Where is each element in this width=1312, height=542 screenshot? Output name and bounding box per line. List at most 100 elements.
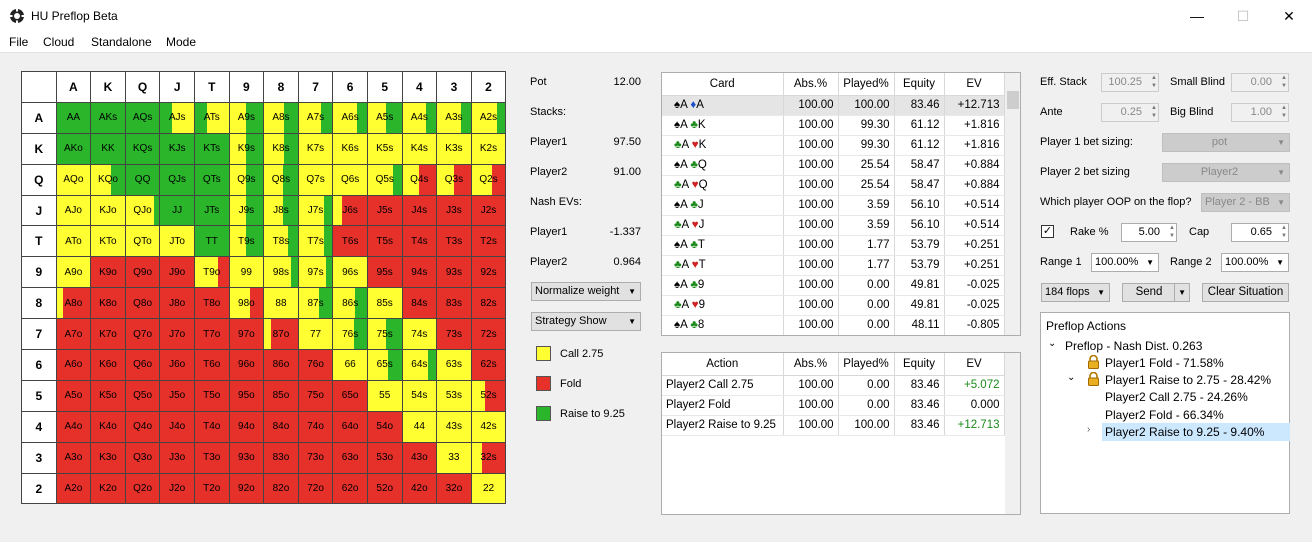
hand-cell[interactable]: T8s <box>263 225 299 258</box>
hand-cell[interactable]: 93o <box>228 441 265 474</box>
hand-cell[interactable]: K5o <box>90 379 126 412</box>
hand-cell[interactable]: 52o <box>366 472 403 505</box>
hand-cell[interactable]: 97s <box>297 256 334 289</box>
chevron-down-icon[interactable]: ⌄ <box>1067 372 1076 383</box>
hand-cell[interactable]: 44 <box>401 410 438 443</box>
hand-cell[interactable]: 54s <box>401 379 438 412</box>
hand-cell[interactable]: 94o <box>228 410 265 443</box>
hand-cell[interactable]: KQo <box>90 163 126 196</box>
hand-cell[interactable]: J3s <box>436 194 472 227</box>
hand-cell[interactable]: K8o <box>90 287 126 320</box>
rake-checkbox[interactable]: ✓ <box>1041 225 1054 238</box>
col-ev[interactable]: EV <box>944 353 1005 376</box>
hand-cell[interactable]: 63o <box>332 441 368 474</box>
card-table-scrollbar[interactable] <box>1005 73 1020 335</box>
hand-cell[interactable]: T7o <box>193 318 230 351</box>
hand-cell[interactable]: 62s <box>470 349 507 381</box>
hand-cell[interactable]: T5s <box>366 225 403 258</box>
hand-cell[interactable]: 72o <box>297 472 334 505</box>
send-button[interactable]: Send ▼ <box>1122 283 1190 302</box>
hand-cell[interactable]: K3o <box>90 441 126 474</box>
normalize-weight-dropdown[interactable]: Normalize weight ▼ <box>531 282 641 301</box>
card-row[interactable]: ♠A ♦A 100.00 100.00 83.46 +12.713 <box>662 95 1005 116</box>
strategy-show-dropdown[interactable]: Strategy Show ▼ <box>531 312 641 331</box>
hand-cell[interactable]: 65s <box>366 349 403 381</box>
hand-cell[interactable]: Q5s <box>366 163 403 196</box>
hand-cell[interactable]: J9s <box>228 194 265 227</box>
hand-cell[interactable]: 95o <box>228 379 265 412</box>
hand-cell[interactable]: K2s <box>470 132 507 165</box>
big-blind-input[interactable]: 1.00 ▲ ▼ <box>1231 103 1289 122</box>
hand-cell[interactable]: J2s <box>470 194 507 227</box>
hand-cell[interactable]: 98s <box>263 256 299 289</box>
hand-cell[interactable]: J6s <box>332 194 368 227</box>
hand-cell[interactable]: AQo <box>55 163 92 196</box>
hand-cell[interactable]: T7s <box>297 225 334 258</box>
hand-cell[interactable]: 72s <box>470 318 507 351</box>
tree-node-player2-raise[interactable]: Player2 Raise to 9.25 - 9.40% <box>1105 425 1265 439</box>
ante-input[interactable]: 0.25 ▲ ▼ <box>1101 103 1159 122</box>
hand-cell[interactable]: Q3s <box>436 163 472 196</box>
hand-cell[interactable]: 74s <box>401 318 438 351</box>
spin-arrows-icon[interactable]: ▲ ▼ <box>1281 75 1287 89</box>
card-row[interactable]: ♣A ♥K 100.00 99.30 61.12 +1.816 <box>662 135 1005 156</box>
hand-cell[interactable]: TT <box>193 225 230 258</box>
hand-cell[interactable]: QQ <box>124 163 161 196</box>
hand-cell[interactable]: QTo <box>124 225 161 258</box>
hand-cell[interactable]: JTo <box>159 225 195 258</box>
card-row[interactable]: ♣A ♥Q 100.00 25.54 58.47 +0.884 <box>662 175 1005 196</box>
hand-cell[interactable]: Q3o <box>124 441 161 474</box>
action-row[interactable]: Player2 Fold 100.00 0.00 83.46 0.000 <box>662 395 1005 416</box>
hand-cell[interactable]: AJo <box>55 194 92 227</box>
menu-mode[interactable]: Mode <box>166 35 197 49</box>
hand-cell[interactable]: T4s <box>401 225 438 258</box>
hand-cell[interactable]: 62o <box>332 472 368 505</box>
hand-cell[interactable]: T6s <box>332 225 368 258</box>
range2-dropdown[interactable]: 100.00% ▼ <box>1221 253 1289 272</box>
col-played[interactable]: Played% <box>838 73 895 96</box>
chevron-down-icon[interactable]: ⌄ <box>1048 338 1057 349</box>
hand-cell[interactable]: T9o <box>193 256 230 289</box>
spin-arrows-icon[interactable]: ▲ ▼ <box>1169 225 1175 239</box>
hand-cell[interactable]: 75s <box>366 318 403 351</box>
hand-cell[interactable]: 66 <box>332 349 368 381</box>
hand-cell[interactable]: J6o <box>159 349 195 381</box>
small-blind-input[interactable]: 0.00 ▲ ▼ <box>1231 73 1289 92</box>
hand-cell[interactable]: 95s <box>366 256 403 289</box>
col-abs[interactable]: Abs.% <box>783 73 839 96</box>
hand-cell[interactable]: T2o <box>193 472 230 505</box>
hand-cell[interactable]: 64s <box>401 349 438 381</box>
chevron-right-icon[interactable]: › <box>1087 424 1091 435</box>
hand-cell[interactable]: 92o <box>228 472 265 505</box>
minimize-button[interactable]: — <box>1190 8 1204 24</box>
hand-cell[interactable]: 96o <box>228 349 265 381</box>
hand-cell[interactable]: K3s <box>436 132 472 165</box>
player1-sizing-dropdown[interactable]: pot ▼ <box>1162 133 1290 152</box>
hand-cell[interactable]: A2o <box>55 472 92 505</box>
card-row[interactable]: ♠A ♣T 100.00 1.77 53.79 +0.251 <box>662 235 1005 256</box>
hand-cell[interactable]: K4s <box>401 132 438 165</box>
hand-cell[interactable]: 86o <box>263 349 299 381</box>
hand-cell[interactable]: J5s <box>366 194 403 227</box>
tree-node-player2-call[interactable]: Player2 Call 2.75 - 24.26% <box>1105 390 1248 404</box>
hand-cell[interactable]: Q7s <box>297 163 334 196</box>
player2-sizing-dropdown[interactable]: Player2 ▼ <box>1162 163 1290 182</box>
card-row[interactable]: ♣A ♥J 100.00 3.59 56.10 +0.514 <box>662 215 1005 236</box>
hand-cell[interactable]: QTs <box>193 163 230 196</box>
hand-cell[interactable]: 63s <box>436 349 472 381</box>
hand-cell[interactable]: QJo <box>124 194 161 227</box>
hand-cell[interactable]: Q4s <box>401 163 438 196</box>
col-abs[interactable]: Abs.% <box>783 353 839 376</box>
hand-cell[interactable]: QJs <box>159 163 195 196</box>
hand-cell[interactable]: 88 <box>263 287 299 320</box>
hand-cell[interactable]: ATs <box>193 101 230 134</box>
card-row[interactable]: ♠A ♣9 100.00 0.00 49.81 -0.025 <box>662 275 1005 296</box>
hand-cell[interactable]: AKo <box>55 132 92 165</box>
range1-dropdown[interactable]: 100.00% ▼ <box>1091 253 1159 272</box>
hand-cell[interactable]: T6o <box>193 349 230 381</box>
hand-cell[interactable]: 73o <box>297 441 334 474</box>
hand-cell[interactable]: JJ <box>159 194 195 227</box>
card-row[interactable]: ♣A ♥9 100.00 0.00 49.81 -0.025 <box>662 295 1005 316</box>
hand-cell[interactable]: 82o <box>263 472 299 505</box>
hand-cell[interactable]: K6s <box>332 132 368 165</box>
